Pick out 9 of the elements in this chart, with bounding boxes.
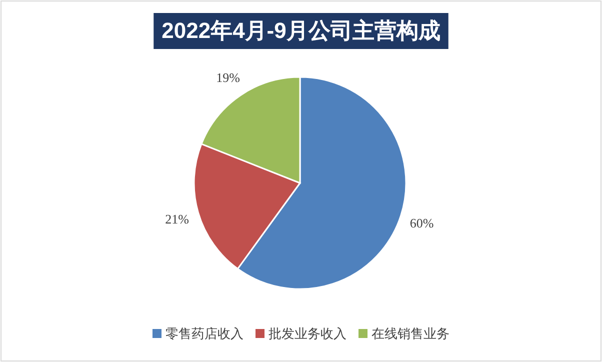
legend-label: 在线销售业务 bbox=[372, 326, 450, 341]
legend-label: 批发业务收入 bbox=[268, 326, 346, 341]
data-label: 60% bbox=[410, 216, 434, 231]
data-label: 21% bbox=[165, 212, 190, 227]
data-label: 19% bbox=[216, 70, 240, 86]
title: 2022年4月-9月公司主营构成 bbox=[154, 13, 448, 49]
legend-label: 零售药店收入 bbox=[166, 326, 244, 341]
chart-title: 2022年4月-9月公司主营构成 bbox=[162, 18, 440, 43]
pie: 19% 21% 60% bbox=[165, 70, 434, 290]
